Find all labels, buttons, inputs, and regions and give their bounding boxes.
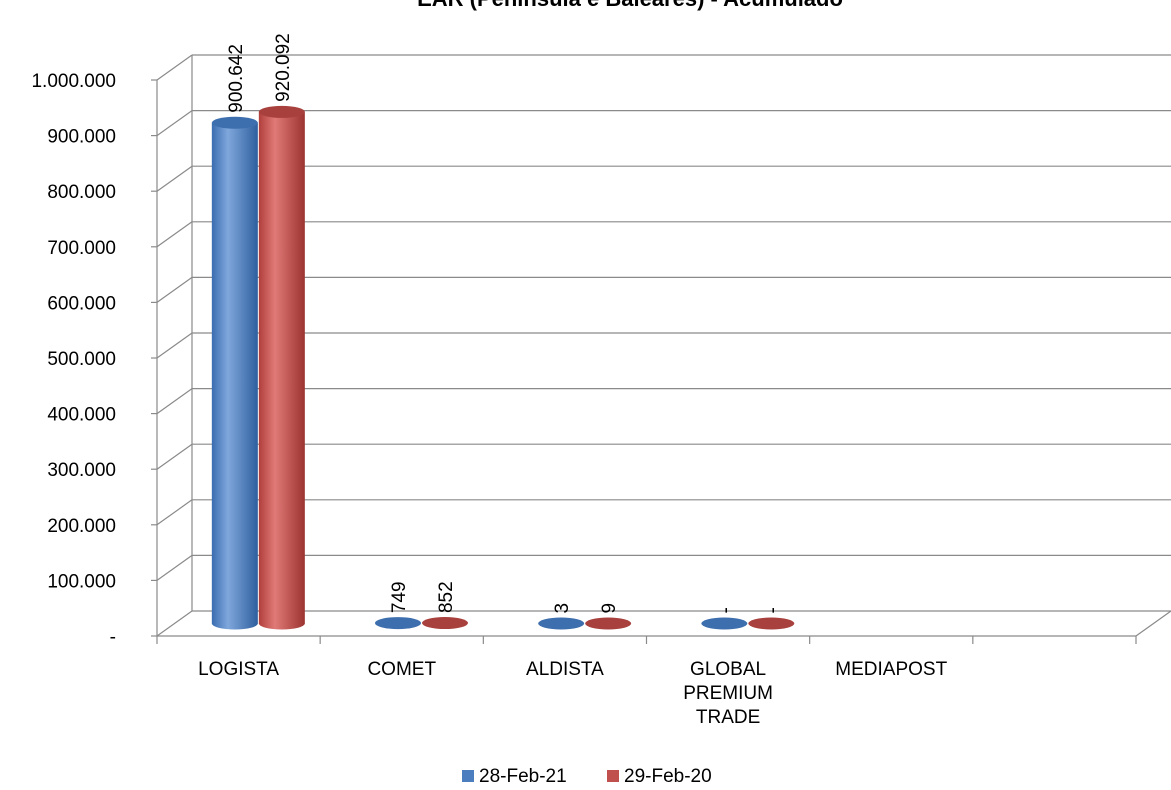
- x-axis-categories: LOGISTA COMET ALDISTA GLOBAL PREMIUM TRADE MED…: [198, 659, 947, 728]
- bars: [211, 105, 795, 630]
- y-tick-label: 900.000: [47, 127, 116, 148]
- bar: [538, 617, 585, 630]
- bar: [748, 617, 795, 630]
- x-category-label: COMET: [367, 659, 436, 680]
- grid-diagonal: [156, 221, 193, 248]
- data-label: 900.642: [226, 44, 247, 113]
- x-category-label: LOGISTA: [198, 659, 279, 680]
- grid-diagonal: [156, 499, 193, 526]
- x-category-label-line: TRADE: [696, 707, 760, 728]
- grid-diagonal: [156, 54, 193, 81]
- y-tick-label: 200.000: [47, 516, 116, 537]
- bar: [422, 617, 468, 630]
- y-tick-label: 400.000: [47, 405, 116, 426]
- legend-label: 28-Feb-21: [479, 766, 567, 787]
- x-category-label-line: PREMIUM: [683, 683, 773, 704]
- grid-diagonal: [156, 388, 193, 415]
- y-tick-label: -: [110, 627, 116, 648]
- grid-diagonal: [156, 110, 193, 137]
- y-tick-label: 500.000: [47, 349, 116, 370]
- legend-swatch: [607, 770, 619, 782]
- x-category-label-line: COMET: [367, 659, 436, 680]
- grid-diagonal: [156, 554, 193, 581]
- grid-diagonal: [156, 610, 193, 637]
- grid-lines: [151, 54, 1171, 644]
- x-category-label: GLOBAL PREMIUM TRADE: [683, 659, 773, 728]
- x-category-label-line: GLOBAL: [690, 659, 766, 680]
- bar: [211, 116, 258, 129]
- legend-label: 29-Feb-20: [624, 766, 712, 787]
- bar: [585, 617, 632, 630]
- data-labels: 900.642 749 3 - 920.092 852 9 -: [226, 33, 783, 614]
- y-tick-label: 700.000: [47, 238, 116, 259]
- y-tick-label: 100.000: [47, 571, 116, 592]
- bar: [375, 617, 421, 630]
- bar-body: [258, 111, 305, 624]
- floor-edge: [1135, 610, 1171, 637]
- bar: [701, 617, 748, 630]
- bar-base: [211, 617, 258, 630]
- y-tick-label: 1.000.000: [31, 71, 116, 92]
- y-tick-label: 800.000: [47, 182, 116, 203]
- legend: 28-Feb-21 29-Feb-20: [462, 766, 712, 787]
- grid-diagonal: [156, 443, 193, 470]
- bar: [258, 105, 305, 118]
- data-label: -: [715, 607, 736, 613]
- data-label: 852: [436, 581, 457, 613]
- grid-diagonal: [156, 332, 193, 359]
- grid-diagonal: [156, 276, 193, 303]
- x-category-label-line: MEDIAPOST: [835, 659, 947, 680]
- data-label: -: [762, 607, 783, 613]
- bar-base: [258, 617, 305, 630]
- data-label: 9: [599, 603, 620, 614]
- chart-title: EAR (Peninsula e Baleares) - Acumulado: [417, 0, 843, 11]
- y-axis-ticks: - 100.000 200.000 300.000 400.000 500.000 600.…: [31, 71, 116, 648]
- grid-diagonal: [156, 165, 193, 192]
- x-category-label-line: LOGISTA: [198, 659, 279, 680]
- x-category-label: MEDIAPOST: [835, 659, 947, 680]
- x-category-label-line: ALDISTA: [526, 659, 604, 680]
- data-label: 920.092: [273, 33, 294, 102]
- x-category-label: ALDISTA: [526, 659, 604, 680]
- legend-swatch: [462, 770, 474, 782]
- y-tick-label: 300.000: [47, 460, 116, 481]
- bar-body: [211, 122, 258, 624]
- y-tick-label: 600.000: [47, 293, 116, 314]
- data-label: 749: [389, 581, 410, 613]
- data-label: 3: [552, 603, 573, 614]
